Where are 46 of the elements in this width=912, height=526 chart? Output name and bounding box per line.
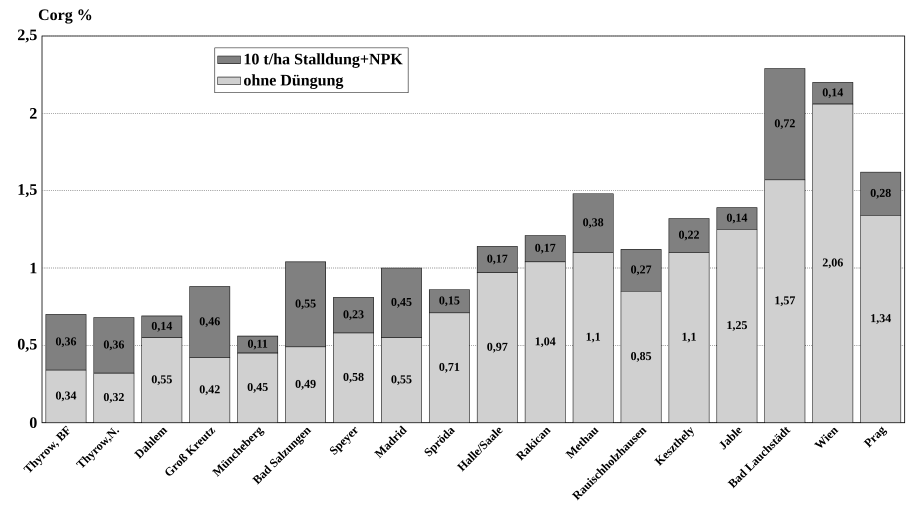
data-label: 0,32 (104, 392, 124, 403)
data-label: 0,55 (391, 375, 412, 386)
data-label: 1,1 (682, 332, 696, 342)
data-label: 0,49 (296, 380, 316, 390)
y-tick-label: 2 (30, 108, 37, 119)
legend-label: ohne Düngung (244, 74, 344, 89)
y-tick-label: 0,5 (18, 338, 37, 352)
data-label: 0,58 (343, 372, 364, 383)
y-tick-label: 2,5 (18, 29, 37, 43)
data-label: 0,15 (439, 296, 460, 306)
data-label: 0,55 (152, 375, 172, 386)
data-label: 0,14 (726, 214, 748, 224)
data-label: 2,06 (822, 258, 843, 268)
data-label: 0,22 (678, 230, 699, 240)
data-label: 0,46 (200, 317, 220, 328)
y-tick-label: 1 (30, 262, 36, 274)
data-label: 0,17 (535, 244, 556, 254)
data-label: 0,23 (343, 310, 364, 320)
data-label: 0,11 (248, 340, 268, 350)
data-label: 0,55 (296, 299, 316, 310)
legend-label: 10 t/ha Stalldung+NPK (244, 53, 403, 68)
data-label: 0,97 (487, 342, 508, 353)
data-label: 0,17 (487, 254, 508, 264)
data-label: 0,14 (152, 322, 172, 332)
data-label: 0,85 (631, 352, 652, 362)
y-tick-label: 0 (30, 417, 37, 428)
x-tick-label: Wien (814, 428, 839, 448)
data-label: 0,34 (56, 391, 76, 402)
data-label: 0,42 (200, 385, 220, 396)
data-label: 0,45 (248, 382, 268, 393)
data-label: 0,38 (583, 218, 604, 228)
data-label: 0,71 (439, 362, 460, 373)
data-label: 0,36 (104, 340, 124, 350)
data-label: 0,45 (391, 298, 412, 308)
data-label: 0,27 (631, 265, 652, 276)
data-label: 0,36 (56, 337, 76, 348)
y-axis-title: Corg % (38, 9, 92, 24)
y-tick-label: 1,5 (18, 184, 37, 198)
data-label: 0,14 (822, 88, 844, 98)
data-label: 1,25 (727, 321, 747, 331)
data-label: 0,72 (774, 119, 795, 130)
data-label: 1,04 (536, 337, 556, 348)
data-label: 1,1 (586, 332, 600, 342)
data-label: 1,57 (775, 296, 796, 306)
data-label: 1,34 (871, 314, 891, 324)
data-label: 0,28 (870, 188, 891, 199)
